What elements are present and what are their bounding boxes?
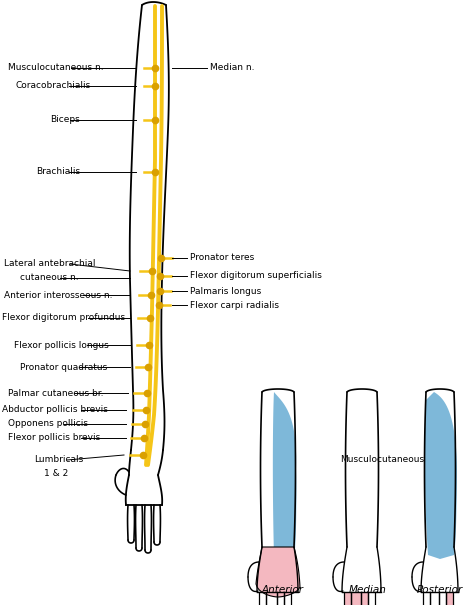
- Text: 1 & 2: 1 & 2: [44, 469, 68, 479]
- Text: Brachialis: Brachialis: [36, 168, 80, 177]
- Text: Lateral antebrachial: Lateral antebrachial: [4, 260, 95, 269]
- Polygon shape: [425, 392, 457, 559]
- Text: Lumbricals: Lumbricals: [34, 456, 83, 465]
- Polygon shape: [351, 592, 361, 605]
- Text: Coracobrachialis: Coracobrachialis: [16, 82, 91, 91]
- Text: Palmaris longus: Palmaris longus: [190, 287, 261, 295]
- Polygon shape: [256, 547, 300, 597]
- Text: Median: Median: [349, 585, 387, 595]
- Text: Pronator teres: Pronator teres: [190, 253, 254, 263]
- Text: Flexor carpi radialis: Flexor carpi radialis: [190, 301, 279, 310]
- Text: Median n.: Median n.: [210, 64, 255, 73]
- Text: Anterior interosseous n.: Anterior interosseous n.: [4, 290, 112, 299]
- Text: Flexor digitorum profundus: Flexor digitorum profundus: [2, 313, 125, 322]
- Text: Flexor pollicis brevis: Flexor pollicis brevis: [8, 434, 100, 442]
- Text: Pronator quadratus: Pronator quadratus: [20, 362, 107, 371]
- Polygon shape: [273, 392, 296, 561]
- Text: Flexor digitorum superficialis: Flexor digitorum superficialis: [190, 272, 322, 281]
- Text: cutaneous n.: cutaneous n.: [20, 273, 79, 283]
- Polygon shape: [361, 592, 368, 605]
- Polygon shape: [446, 592, 453, 605]
- Text: Musculocutaneous: Musculocutaneous: [340, 456, 424, 465]
- Text: Anterior: Anterior: [262, 585, 304, 595]
- Text: Abductor pollicis brevis: Abductor pollicis brevis: [2, 405, 108, 414]
- Text: Opponens pollicis: Opponens pollicis: [8, 419, 88, 428]
- Text: Palmar cutaneous br.: Palmar cutaneous br.: [8, 388, 103, 397]
- Text: Biceps: Biceps: [50, 116, 80, 125]
- Text: Musculocutaneous n.: Musculocutaneous n.: [8, 64, 104, 73]
- Polygon shape: [344, 592, 351, 605]
- Text: Posterior: Posterior: [417, 585, 463, 595]
- Text: Flexor pollicis longus: Flexor pollicis longus: [14, 341, 109, 350]
